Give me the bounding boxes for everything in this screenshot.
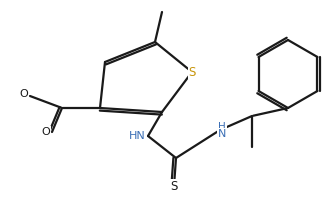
Text: H: H bbox=[218, 122, 226, 132]
Text: N: N bbox=[218, 129, 226, 139]
Text: O: O bbox=[19, 89, 28, 99]
Text: S: S bbox=[170, 180, 178, 192]
Text: HN: HN bbox=[129, 131, 146, 141]
Text: O: O bbox=[41, 127, 50, 137]
Text: S: S bbox=[188, 66, 196, 78]
